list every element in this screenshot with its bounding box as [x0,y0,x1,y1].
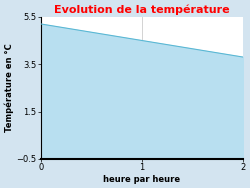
Y-axis label: Température en °C: Température en °C [4,43,14,132]
Title: Evolution de la température: Evolution de la température [54,4,230,15]
X-axis label: heure par heure: heure par heure [104,175,180,184]
